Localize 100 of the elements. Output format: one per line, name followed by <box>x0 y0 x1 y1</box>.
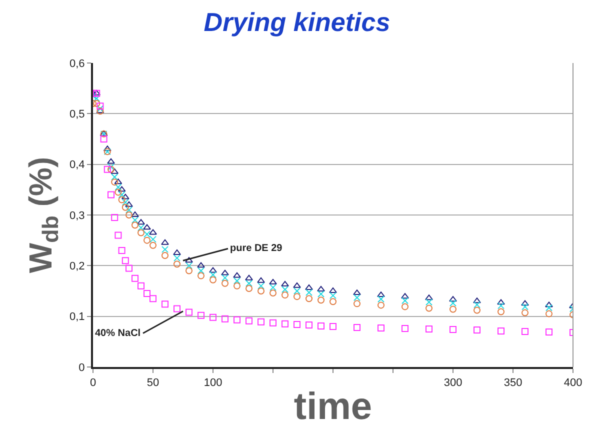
point <box>270 284 276 291</box>
point <box>122 198 129 206</box>
point <box>126 206 132 214</box>
point <box>306 321 312 328</box>
point <box>150 242 156 249</box>
y-tick-label: 0,4 <box>70 159 85 172</box>
point <box>100 136 108 142</box>
point <box>270 290 276 297</box>
point <box>330 322 336 330</box>
point <box>294 293 300 300</box>
y-tick-label: 0,6 <box>70 58 85 70</box>
x-tick-label: 300 <box>444 377 462 390</box>
point <box>546 328 552 336</box>
point <box>282 320 288 328</box>
point <box>125 201 133 207</box>
point <box>210 314 216 321</box>
point <box>234 316 240 324</box>
point <box>234 282 240 290</box>
x-tick-label: 0 <box>90 377 96 390</box>
point <box>162 252 168 260</box>
point <box>111 214 118 222</box>
point <box>107 158 115 164</box>
point <box>426 298 432 306</box>
x-tick-label: 350 <box>504 377 522 390</box>
point <box>150 236 156 243</box>
point <box>246 317 252 324</box>
point <box>402 297 408 304</box>
point <box>426 304 432 312</box>
point <box>354 294 360 302</box>
point <box>233 272 241 278</box>
point <box>118 246 126 254</box>
point <box>114 232 122 239</box>
point <box>138 229 144 236</box>
point <box>138 282 144 290</box>
point <box>174 260 180 268</box>
point <box>546 304 552 312</box>
annotation: 40% NaCl <box>95 328 141 339</box>
point <box>281 280 289 286</box>
point <box>258 282 264 290</box>
point <box>318 290 324 298</box>
point <box>522 328 528 336</box>
point <box>210 271 216 278</box>
point <box>197 262 205 268</box>
point <box>111 174 118 180</box>
point <box>118 186 126 192</box>
point <box>209 267 217 273</box>
point <box>108 163 114 170</box>
point <box>93 100 100 108</box>
point <box>104 166 111 173</box>
point <box>378 324 384 332</box>
point <box>521 300 529 306</box>
point <box>545 302 553 308</box>
point <box>186 267 192 274</box>
point <box>258 318 264 326</box>
point <box>317 286 325 292</box>
point <box>425 294 433 300</box>
point <box>318 322 324 330</box>
point <box>118 191 126 198</box>
point <box>174 254 180 262</box>
point <box>114 188 122 196</box>
point <box>149 229 157 235</box>
point <box>110 168 119 174</box>
point <box>402 303 408 310</box>
point <box>353 290 361 296</box>
point <box>282 286 288 293</box>
annotation: pure DE 29 <box>230 243 283 254</box>
point <box>221 270 229 276</box>
point <box>257 277 265 283</box>
point <box>522 303 528 310</box>
point <box>132 216 138 224</box>
point <box>108 166 114 173</box>
point <box>144 236 150 244</box>
point <box>426 326 432 332</box>
point <box>234 277 240 284</box>
point <box>222 280 228 287</box>
point <box>185 257 193 263</box>
point <box>270 319 276 326</box>
point <box>122 257 129 264</box>
point <box>330 292 336 300</box>
point <box>497 299 505 305</box>
point <box>282 292 288 299</box>
point <box>93 94 100 102</box>
point <box>118 196 126 204</box>
point <box>318 296 324 304</box>
point <box>137 219 145 225</box>
point <box>306 295 312 302</box>
point <box>294 320 300 328</box>
point <box>474 306 480 314</box>
point <box>111 178 118 186</box>
point <box>402 324 408 332</box>
point <box>103 146 112 152</box>
point <box>294 288 300 294</box>
point <box>138 224 144 232</box>
point <box>498 302 504 310</box>
point <box>198 312 204 319</box>
point <box>246 280 252 287</box>
point <box>305 284 313 290</box>
point <box>474 301 480 308</box>
point <box>126 212 132 218</box>
x-tick-label: 50 <box>146 377 160 390</box>
